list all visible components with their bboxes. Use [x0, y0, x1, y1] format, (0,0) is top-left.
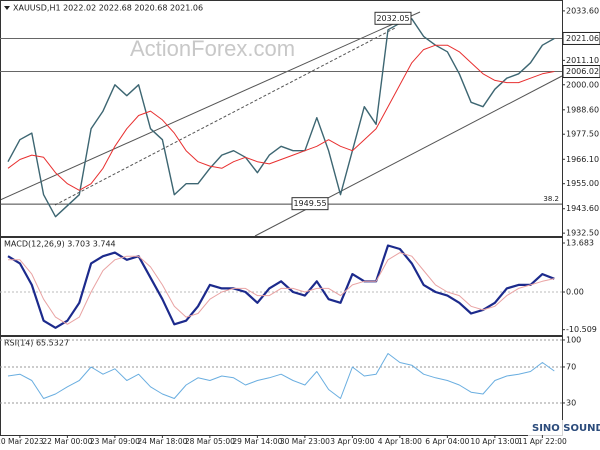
y-tick-label: 30	[566, 398, 576, 407]
series-line	[7, 44, 555, 191]
macd-frame	[0, 237, 563, 336]
y-tick-label: 1943.60	[566, 204, 599, 213]
x-tick-label: 24 Mar 18:00	[137, 437, 187, 446]
rsi-frame	[0, 336, 563, 436]
series-line	[7, 18, 555, 218]
y-tick-label: 0.00	[566, 288, 584, 297]
rsi-title: RSI(14) 65.5327	[4, 339, 69, 348]
y-tick-label: 1966.10	[566, 155, 599, 164]
y-tick-label: 1988.60	[566, 105, 599, 114]
x-tick-label: 22 Mar 00:00	[42, 437, 92, 446]
x-tick-label: 11 Apr 22:00	[518, 437, 567, 446]
channel-dashed	[54, 27, 396, 206]
y-tick-label: 1955.00	[566, 179, 599, 188]
x-tick-label: 23 Mar 09:00	[90, 437, 140, 446]
x-tick-label: 20 Mar 2023	[0, 437, 44, 446]
series-line	[7, 244, 555, 329]
price-frame	[0, 0, 563, 237]
x-tick-label: 6 Apr 04:00	[425, 437, 469, 446]
x-tick-label: 10 Apr 13:00	[470, 437, 519, 446]
series-line	[8, 252, 555, 325]
channel-upper	[0, 11, 421, 201]
annotation-box	[291, 197, 329, 211]
menu-arrow	[4, 6, 10, 10]
price-box	[562, 65, 600, 79]
logo: SINO SOUND	[532, 423, 600, 434]
y-tick-label: 1977.50	[566, 130, 599, 139]
x-tick-label: 30 Mar 23:00	[280, 437, 330, 446]
price-box-label: 2006.02	[566, 67, 599, 76]
annotation-label: 2032.05	[376, 14, 409, 23]
y-tick-label: 2011.10	[566, 56, 599, 65]
annotation-box	[374, 11, 412, 25]
macd-title: MACD(12,26,9) 3.703 3.744	[4, 240, 116, 249]
y-tick-label: 13.683	[566, 239, 594, 248]
fib-label: 38.2	[543, 195, 559, 203]
x-tick-label: 28 Mar 05:00	[185, 437, 235, 446]
series-line	[7, 353, 555, 399]
annotation-label: 1949.55	[293, 199, 326, 208]
y-tick-label: 2000.00	[566, 80, 599, 89]
logo-bg	[528, 420, 598, 436]
y-tick-label: 100	[566, 335, 581, 344]
y-tick-label: 2033.60	[566, 6, 599, 15]
price-title: XAUUSD,H1 2022.02 2022.68 2020.68 2021.0…	[13, 4, 203, 13]
x-tick-label: 29 Mar 14:00	[232, 437, 282, 446]
panel-frames	[0, 0, 563, 436]
watermark: ActionForex.com	[130, 36, 295, 61]
price-box-label: 2021.06	[566, 34, 599, 43]
x-tick-label: 3 Apr 09:00	[330, 437, 374, 446]
y-tick-label: 1932.50	[566, 229, 599, 238]
y-tick-label: 70	[566, 362, 576, 371]
x-tick-label: 4 Apr 18:00	[378, 437, 422, 446]
y-tick-label: -10.509	[566, 325, 597, 334]
price-box	[562, 31, 600, 45]
